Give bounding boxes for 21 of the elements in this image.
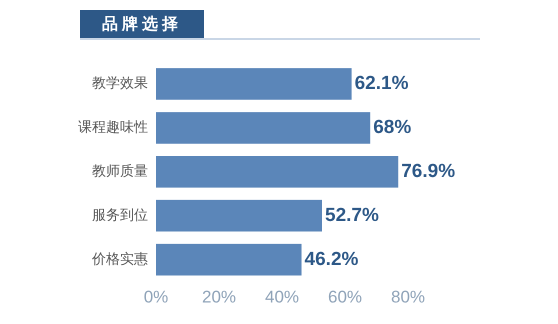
data-label: 76.9%: [401, 161, 456, 182]
y-tick-label: 服务到位: [92, 207, 148, 224]
bar: [156, 156, 398, 188]
data-label: 46.2%: [304, 248, 359, 270]
data-label: 52.7%: [325, 204, 379, 226]
bar: [156, 68, 352, 100]
x-tick-label: 20%: [202, 287, 236, 306]
data-label: 68%: [373, 117, 412, 138]
x-tick-label: 0%: [144, 287, 168, 306]
x-tick-label: 60%: [328, 287, 362, 306]
bar: [156, 112, 370, 144]
y-tick-label: 教师质量: [92, 163, 148, 180]
bar: [156, 244, 302, 276]
bar: [156, 200, 322, 232]
y-tick-label: 价格实惠: [91, 251, 148, 268]
chart-title: 品牌选择: [80, 10, 204, 38]
y-tick-label: 课程趣味性: [78, 120, 148, 136]
y-tick-label: 教学效果: [92, 76, 148, 92]
x-tick-label: 80%: [390, 287, 426, 306]
x-tick-label: 40%: [264, 287, 300, 306]
data-label: 62.1%: [354, 73, 409, 94]
